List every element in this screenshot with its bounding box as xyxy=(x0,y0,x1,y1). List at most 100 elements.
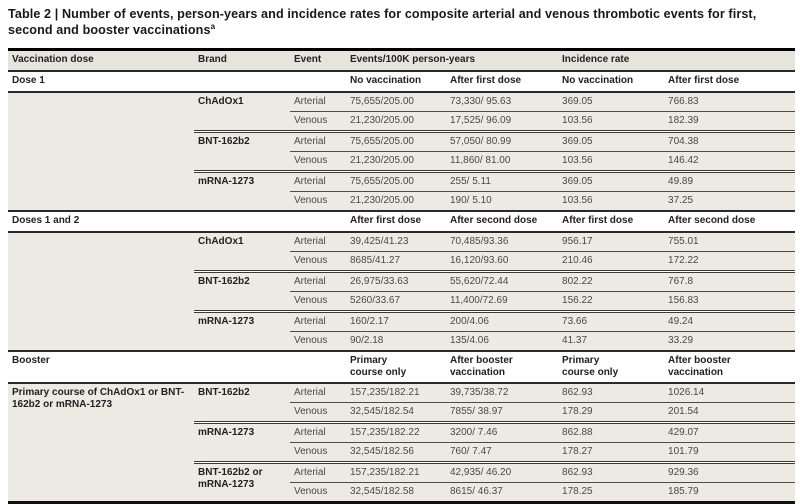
value-cell: 103.56 xyxy=(558,190,665,211)
event-cell: Venous xyxy=(290,330,346,351)
subheader-cell: After second dose xyxy=(664,209,796,233)
dose-group-cell xyxy=(8,91,194,211)
value-cell: 49.89 xyxy=(664,169,796,192)
results-table: Vaccination dose Brand Event Events/100K… xyxy=(8,47,796,504)
table-row: ChAdOx1 Arterial 75,655/205.00 73,330/ 9… xyxy=(8,91,796,211)
value-cell: 369.05 xyxy=(558,91,665,112)
table-row: mRNA-1273 Arterial 160/2.17 200/4.06 73.… xyxy=(8,309,796,351)
section-label: Booster xyxy=(8,349,346,384)
footnote-marker: a xyxy=(210,22,216,32)
value-cell: 956.17 xyxy=(558,231,665,252)
event-cell: Venous xyxy=(290,481,346,503)
value-cell: 178.27 xyxy=(558,441,665,463)
value-cell: 21,230/205.00 xyxy=(346,190,446,211)
brand-cell: mRNA-1273 xyxy=(194,309,290,351)
value-cell: 802.22 xyxy=(558,269,665,292)
event-cell: Venous xyxy=(290,110,346,132)
value-cell: 7855/ 38.97 xyxy=(446,401,559,423)
subheader-cell: No vaccination xyxy=(558,69,665,93)
value-cell: 160/2.17 xyxy=(346,309,446,332)
event-cell: Arterial xyxy=(290,382,346,403)
brand-cell: BNT-162b2 or mRNA-1273 xyxy=(194,460,290,503)
value-cell: 73,330/ 95.63 xyxy=(446,91,559,112)
value-cell: 37.25 xyxy=(664,190,796,211)
table-title-text: Table 2 | Number of events, person-years… xyxy=(8,7,757,38)
value-cell: 157,235/182.21 xyxy=(346,382,446,403)
event-cell: Venous xyxy=(290,290,346,312)
event-cell: Arterial xyxy=(290,129,346,152)
section-label: Dose 1 xyxy=(8,69,346,93)
table-row: Venous 90/2.18 135/4.06 41.37 33.29 xyxy=(8,330,796,351)
table-row: Venous 5260/33.67 11,400/72.69 156.22 15… xyxy=(8,290,796,312)
subheader-cell: After second dose xyxy=(446,209,559,233)
value-cell: 157,235/182.21 xyxy=(346,460,446,483)
column-header-dose: Vaccination dose xyxy=(8,49,194,72)
value-cell: 21,230/205.00 xyxy=(346,150,446,172)
table-row: Venous 8685/41.27 16,120/93.60 210.46 17… xyxy=(8,250,796,272)
value-cell: 101.79 xyxy=(664,441,796,463)
table-row: Venous 32,545/182.56 760/ 7.47 178.27 10… xyxy=(8,441,796,463)
value-cell: 32,545/182.54 xyxy=(346,401,446,423)
brand-cell: ChAdOx1 xyxy=(194,231,290,272)
column-header-brand: Brand xyxy=(194,49,290,72)
value-cell: 862.93 xyxy=(558,382,665,403)
value-cell: 70,485/93.36 xyxy=(446,231,559,252)
value-cell: 862.93 xyxy=(558,460,665,483)
value-cell: 760/ 7.47 xyxy=(446,441,559,463)
table-row: mRNA-1273 Arterial 75,655/205.00 255/ 5.… xyxy=(8,169,796,211)
event-cell: Arterial xyxy=(290,420,346,443)
value-cell: 369.05 xyxy=(558,169,665,192)
value-cell: 3200/ 7.46 xyxy=(446,420,559,443)
value-cell: 75,655/205.00 xyxy=(346,91,446,112)
value-cell: 21,230/205.00 xyxy=(346,110,446,132)
value-cell: 8685/41.27 xyxy=(346,250,446,272)
value-cell: 929.36 xyxy=(664,460,796,483)
value-cell: 156.83 xyxy=(664,290,796,312)
brand-cell: ChAdOx1 xyxy=(194,91,290,132)
column-header-row: Vaccination dose Brand Event Events/100K… xyxy=(8,49,796,72)
section-label: Doses 1 and 2 xyxy=(8,209,346,233)
value-cell: 73.66 xyxy=(558,309,665,332)
event-cell: Arterial xyxy=(290,231,346,252)
column-header-event: Event xyxy=(290,49,346,72)
value-cell: 201.54 xyxy=(664,401,796,423)
value-cell: 39,735/38.72 xyxy=(446,382,559,403)
value-cell: 57,050/ 80.99 xyxy=(446,129,559,152)
brand-cell: mRNA-1273 xyxy=(194,420,290,463)
table-row: ChAdOx1 Arterial 39,425/41.23 70,485/93.… xyxy=(8,231,796,351)
value-cell: 135/4.06 xyxy=(446,330,559,351)
table-row: Venous 32,545/182.54 7855/ 38.97 178.29 … xyxy=(8,401,796,423)
column-header-events-group: Events/100K person-years xyxy=(346,49,559,72)
value-cell: 200/4.06 xyxy=(446,309,559,332)
value-cell: 16,120/93.60 xyxy=(446,250,559,272)
table-row: Venous 21,230/205.00 11,860/ 81.00 103.5… xyxy=(8,150,796,172)
event-cell: Venous xyxy=(290,250,346,272)
value-cell: 75,655/205.00 xyxy=(346,129,446,152)
value-cell: 755.01 xyxy=(664,231,796,252)
value-cell: 41.37 xyxy=(558,330,665,351)
section-header-row: Doses 1 and 2 After first dose After sec… xyxy=(8,209,796,233)
event-cell: Venous xyxy=(290,190,346,211)
page-title: Table 2 | Number of events, person-years… xyxy=(8,6,786,39)
value-cell: 178.29 xyxy=(558,401,665,423)
subheader-cell: After first dose xyxy=(558,209,665,233)
value-cell: 26,975/33.63 xyxy=(346,269,446,292)
subheader-cell: After booster vaccination xyxy=(664,349,796,384)
value-cell: 17,525/ 96.09 xyxy=(446,110,559,132)
table-row: Venous 21,230/205.00 17,525/ 96.09 103.5… xyxy=(8,110,796,132)
event-cell: Arterial xyxy=(290,460,346,483)
subheader-cell: After booster vaccination xyxy=(446,349,559,384)
subheader-cell: After first dose xyxy=(664,69,796,93)
value-cell: 190/ 5.10 xyxy=(446,190,559,211)
value-cell: 704.38 xyxy=(664,129,796,152)
value-cell: 255/ 5.11 xyxy=(446,169,559,192)
event-cell: Venous xyxy=(290,441,346,463)
value-cell: 862.88 xyxy=(558,420,665,443)
table-row: BNT-162b2 Arterial 75,655/205.00 57,050/… xyxy=(8,129,796,172)
value-cell: 11,400/72.69 xyxy=(446,290,559,312)
dose-group-cell: Primary course of ChAdOx1 or BNT-162b2 o… xyxy=(8,382,194,503)
subheader-cell: No vaccination xyxy=(346,69,446,93)
value-cell: 178.25 xyxy=(558,481,665,503)
value-cell: 103.56 xyxy=(558,110,665,132)
value-cell: 32,545/182.56 xyxy=(346,441,446,463)
